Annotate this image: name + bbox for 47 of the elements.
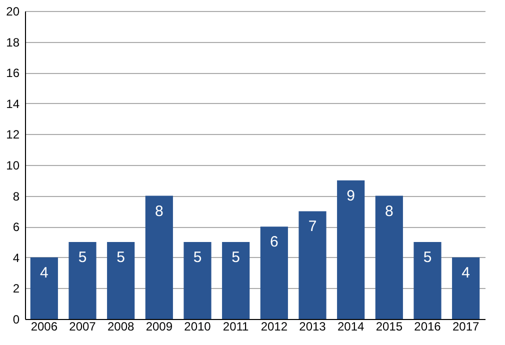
- bar: [375, 196, 403, 319]
- bar: [260, 226, 288, 319]
- y-tick-label: 16: [6, 66, 20, 80]
- bar: [184, 242, 212, 319]
- bar: [414, 242, 442, 319]
- x-tick-label: 2014: [337, 320, 365, 334]
- x-tick-label: 2015: [376, 320, 403, 334]
- x-tick-label: 2017: [452, 320, 480, 334]
- y-tick-label: 18: [6, 35, 20, 50]
- bar: [68, 242, 96, 319]
- y-tick-label: 12: [6, 128, 20, 142]
- x-tick-label: 2006: [30, 320, 58, 334]
- x-tick-label: 2007: [69, 320, 96, 334]
- y-tick-label: 0: [12, 312, 20, 326]
- data-label: 8: [154, 202, 164, 220]
- x-tick-label: 2010: [184, 320, 212, 334]
- data-label: 5: [78, 249, 87, 266]
- y-tick-label: 20: [6, 4, 20, 18]
- data-label: 4: [40, 264, 48, 282]
- y-tick-label: 2: [12, 282, 20, 296]
- x-tick-label: 2008: [107, 320, 135, 334]
- x-tick-label: 2013: [299, 320, 326, 334]
- data-label: 5: [193, 249, 202, 266]
- y-tick-label: 14: [6, 96, 20, 111]
- bar: [30, 257, 58, 319]
- data-label: 9: [346, 187, 356, 204]
- y-tick-label: 8: [12, 189, 20, 204]
- bar: [145, 196, 173, 319]
- y-tick-label: 4: [12, 250, 20, 265]
- data-label: 5: [423, 249, 432, 266]
- y-tick-label: 6: [12, 220, 20, 234]
- x-tick-label: 2016: [414, 320, 442, 334]
- data-label: 8: [384, 202, 394, 220]
- data-label: 5: [116, 249, 126, 266]
- data-label: 6: [270, 234, 278, 251]
- x-tick-label: 2011: [222, 320, 250, 334]
- bar: [337, 180, 365, 319]
- data-label: 4: [462, 264, 470, 282]
- data-label: 7: [308, 218, 317, 236]
- bar: [298, 211, 326, 319]
- bar: [107, 242, 135, 319]
- y-tick-label: 10: [6, 158, 20, 172]
- bar: [222, 242, 250, 319]
- x-tick-label: 2012: [260, 320, 288, 334]
- bar: [452, 257, 480, 319]
- x-tick-label: 2009: [146, 320, 173, 334]
- data-label: 5: [232, 249, 240, 266]
